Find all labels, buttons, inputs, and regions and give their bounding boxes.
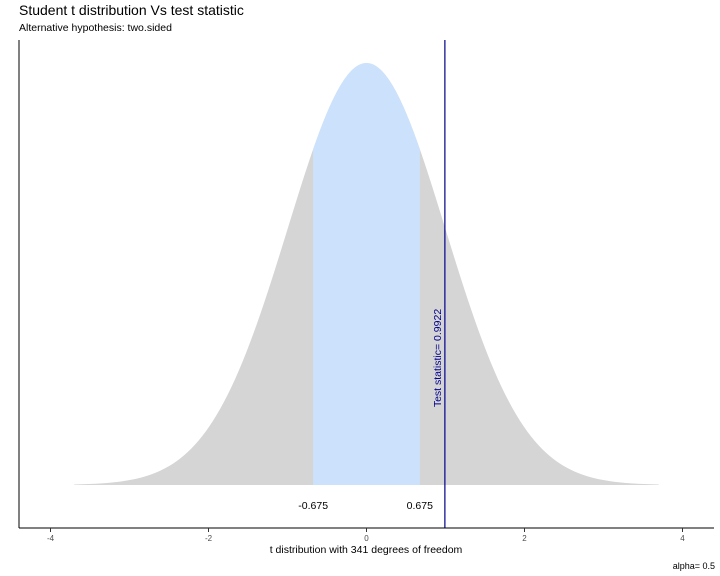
x-tick-label: -2 bbox=[205, 534, 213, 543]
chart-subtitle: Alternative hypothesis: two.sided bbox=[19, 22, 172, 34]
x-tick-label: 2 bbox=[522, 534, 527, 543]
alpha-caption: alpha= 0.5 bbox=[672, 561, 715, 571]
critical-value-label: -0.675 bbox=[298, 500, 328, 512]
acceptance-region-area bbox=[313, 63, 420, 485]
x-tick-label: -4 bbox=[47, 534, 55, 543]
test-statistic-label: Test statistic= 0.9922 bbox=[432, 309, 444, 408]
x-tick-label: 0 bbox=[364, 534, 369, 543]
x-axis-title: t distribution with 341 degrees of freed… bbox=[270, 544, 463, 556]
critical-value-label: 0.675 bbox=[407, 500, 433, 512]
chart-title: Student t distribution Vs test statistic bbox=[19, 2, 244, 18]
x-tick-label: 4 bbox=[680, 534, 685, 543]
